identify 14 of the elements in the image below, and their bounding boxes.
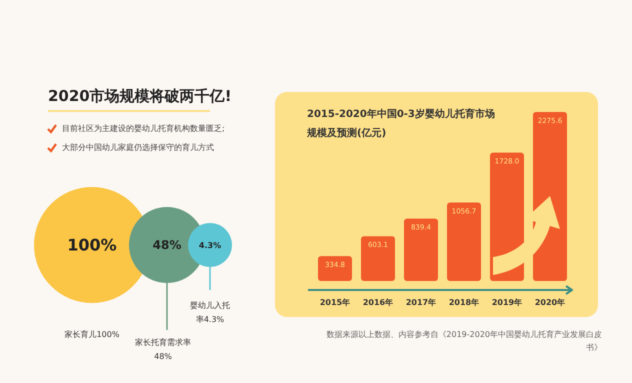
- x-tick-label: 2019年: [492, 298, 522, 307]
- annotation: 目前社区为主建设的婴幼儿托育机构数量匮乏;: [62, 123, 225, 134]
- data-label: 4.3%: [198, 240, 222, 250]
- x-tick-label: 2015年: [320, 298, 350, 307]
- data-label: 48%: [152, 238, 182, 252]
- title: 2020市场规模将破两千亿!: [48, 87, 232, 106]
- x-tick-label: 2018年: [448, 298, 480, 307]
- title: 2015-2020年中国0-3岁婴幼儿托育市场规模及预测(亿元): [307, 107, 496, 141]
- annotation: 数据来源以上数据、内容参考自《2019-2020年中国婴幼儿托育产业发展白皮书》: [325, 329, 602, 354]
- x-tick-label: 2020年: [534, 298, 566, 307]
- x-tick-label: 2016年: [362, 298, 394, 307]
- x-tick-label: 2017年: [406, 298, 436, 307]
- annotation: 大部分中国幼儿家庭仍选择保守的育儿方式: [62, 142, 214, 153]
- data-label: 100%: [67, 236, 117, 255]
